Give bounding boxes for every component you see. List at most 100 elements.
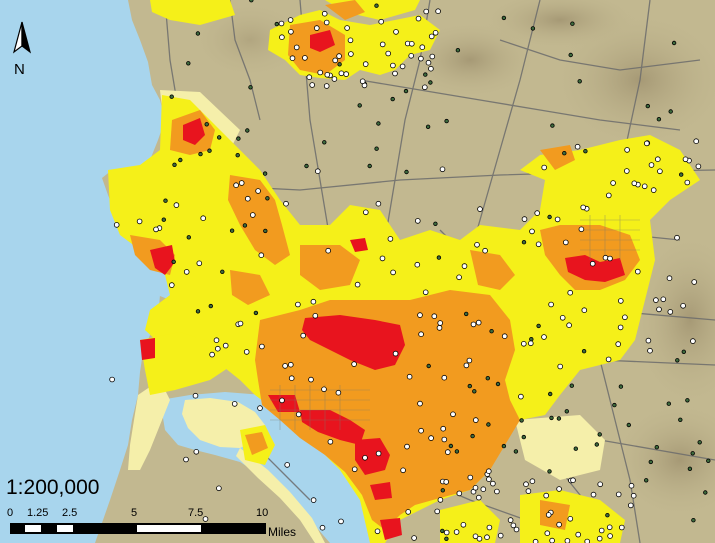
green-point-marker — [706, 458, 711, 463]
green-point-marker — [322, 140, 327, 145]
green-point-marker — [536, 323, 541, 329]
white-point-marker — [327, 438, 334, 445]
green-point-marker — [472, 389, 477, 394]
green-point-marker — [467, 383, 472, 389]
green-point-marker — [547, 214, 552, 220]
white-point-marker — [456, 490, 463, 497]
white-point-marker — [623, 168, 630, 174]
white-point-marker — [598, 527, 605, 534]
white-point-marker — [422, 289, 429, 296]
green-point-marker — [242, 223, 248, 228]
white-point-marker — [414, 261, 421, 268]
green-point-marker — [455, 48, 461, 53]
scale-tick: 5 — [131, 507, 138, 519]
green-point-marker — [195, 31, 201, 36]
white-point-marker — [109, 376, 115, 383]
green-point-marker — [583, 148, 588, 154]
white-point-marker — [192, 392, 199, 399]
density-zone-mid — [245, 432, 268, 455]
white-point-marker — [312, 312, 319, 319]
white-point-marker — [200, 215, 207, 222]
white-point-marker — [359, 78, 366, 85]
white-point-marker — [250, 212, 256, 218]
green-point-marker — [428, 80, 433, 85]
white-point-marker — [213, 337, 220, 344]
green-point-marker — [626, 422, 631, 428]
white-point-marker — [347, 37, 354, 44]
white-point-marker — [529, 478, 536, 485]
white-point-marker — [379, 41, 386, 48]
white-point-marker — [525, 488, 532, 494]
green-point-marker — [547, 469, 552, 474]
green-point-marker — [357, 103, 362, 108]
green-point-marker — [444, 118, 449, 124]
green-point-marker — [550, 123, 555, 128]
white-point-marker — [541, 334, 547, 340]
green-point-marker — [573, 446, 578, 451]
green-point-marker — [216, 135, 222, 140]
white-point-marker — [691, 279, 697, 285]
white-point-marker — [222, 342, 229, 349]
white-point-marker — [549, 537, 555, 543]
white-point-marker — [417, 400, 423, 407]
green-point-marker — [249, 0, 254, 3]
white-point-marker — [288, 375, 295, 382]
density-zone-light — [515, 415, 605, 480]
green-point-marker — [597, 432, 602, 437]
white-point-marker — [278, 20, 285, 27]
white-point-marker — [400, 467, 406, 474]
white-point-marker — [343, 71, 350, 77]
white-point-marker — [314, 168, 321, 175]
white-point-marker — [559, 314, 566, 321]
street-grid — [270, 215, 640, 430]
scale-tick: 0 — [7, 507, 14, 519]
white-point-marker — [392, 350, 399, 357]
white-point-marker — [323, 83, 330, 89]
white-point-marker — [387, 236, 394, 242]
white-point-marker — [521, 216, 528, 222]
white-point-marker — [393, 29, 399, 35]
white-point-marker — [470, 321, 477, 328]
green-point-marker — [262, 171, 268, 176]
white-point-marker — [257, 405, 263, 411]
green-point-marker — [577, 79, 582, 84]
green-point-marker — [436, 255, 442, 260]
white-point-marker — [323, 19, 330, 26]
white-point-marker — [486, 476, 492, 483]
white-point-marker — [450, 411, 456, 418]
green-point-marker — [656, 116, 662, 122]
north-label: N — [14, 61, 25, 78]
white-point-marker — [421, 84, 428, 91]
green-point-marker — [198, 151, 203, 157]
green-point-marker — [675, 358, 680, 363]
green-point-marker — [581, 349, 587, 354]
white-point-marker — [527, 340, 534, 347]
white-point-marker — [461, 263, 468, 269]
white-point-marker — [627, 502, 634, 509]
white-point-marker — [453, 529, 460, 535]
white-point-marker — [507, 517, 514, 523]
density-zone-high — [183, 118, 205, 145]
white-point-marker — [584, 538, 590, 543]
white-point-marker — [590, 491, 597, 498]
white-point-marker — [444, 449, 451, 455]
white-point-marker — [441, 374, 448, 381]
white-point-marker — [193, 448, 200, 455]
green-point-marker — [644, 478, 649, 483]
white-point-marker — [209, 351, 215, 358]
white-point-marker — [643, 140, 650, 147]
white-point-marker — [417, 312, 423, 318]
white-point-marker — [317, 69, 324, 76]
ocean — [0, 0, 165, 543]
density-zone-mid — [255, 290, 520, 530]
scale-tick: 1.25 — [27, 507, 49, 519]
green-point-marker — [549, 415, 554, 421]
white-point-marker — [437, 320, 444, 326]
white-point-marker — [375, 450, 382, 457]
green-point-marker — [172, 162, 177, 167]
white-point-marker — [309, 82, 316, 88]
green-point-markers — [161, 0, 711, 541]
white-point-marker — [443, 479, 450, 485]
white-point-marker — [690, 338, 696, 344]
